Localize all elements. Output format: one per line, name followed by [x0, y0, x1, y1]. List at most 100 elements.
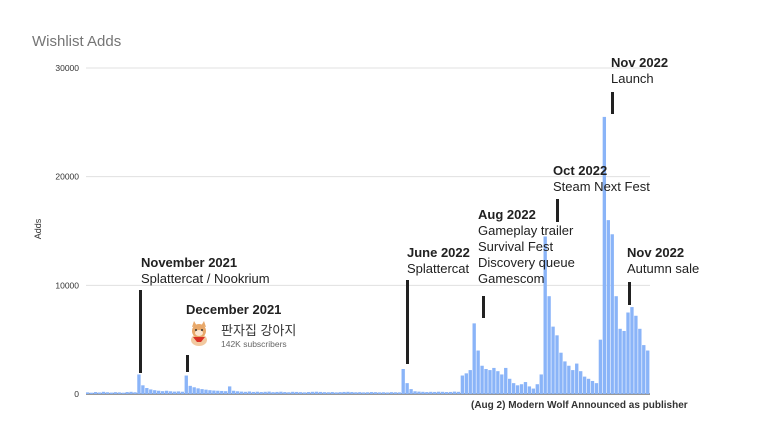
bar — [117, 392, 121, 394]
bar — [567, 365, 571, 394]
bar — [204, 389, 208, 394]
bar — [464, 373, 468, 394]
bar — [559, 352, 563, 394]
bar — [638, 328, 642, 394]
annotation-line: Gamescom — [478, 271, 545, 286]
bar — [180, 391, 185, 394]
bar — [563, 361, 567, 394]
bar — [480, 365, 484, 394]
bar — [224, 391, 228, 394]
annotation-title: June 2022 — [407, 245, 470, 260]
bar — [279, 391, 283, 394]
bar — [421, 391, 425, 394]
bar — [594, 383, 599, 394]
bar — [243, 391, 248, 394]
bar — [575, 363, 579, 394]
bar — [555, 335, 559, 394]
bar — [137, 374, 141, 394]
bar — [586, 378, 591, 394]
bar — [358, 392, 362, 394]
bar — [168, 391, 173, 394]
bar — [216, 390, 220, 394]
bar — [500, 374, 504, 394]
bar — [444, 392, 449, 394]
bar — [590, 380, 595, 394]
annotation-title: Nov 2022 — [627, 245, 685, 260]
bar — [346, 391, 350, 394]
bar — [527, 386, 532, 394]
annotation-jun-2022: June 2022 Splattercat — [407, 245, 470, 277]
annotation-title: Nov 2022 — [611, 55, 669, 70]
bar — [86, 392, 90, 394]
bar — [121, 392, 125, 394]
annotation-line: Gameplay trailer — [478, 223, 574, 238]
bar — [373, 392, 378, 394]
bar — [89, 392, 94, 394]
bar — [176, 391, 181, 394]
bar — [504, 367, 508, 394]
bar — [255, 391, 259, 394]
bar — [484, 369, 488, 394]
bar — [263, 391, 267, 394]
bar — [440, 391, 445, 394]
annotation-line: Discovery queue — [478, 255, 575, 270]
bar — [164, 390, 169, 394]
bar — [508, 378, 512, 394]
bar — [156, 390, 161, 394]
bar — [97, 392, 102, 394]
bar — [582, 376, 587, 394]
bar — [448, 391, 453, 394]
bar — [519, 384, 524, 394]
bar — [401, 369, 405, 394]
annotation-oct-2022: Oct 2022 Steam Next Fest — [553, 163, 650, 195]
bar — [492, 367, 496, 394]
bar — [113, 392, 117, 394]
bar — [149, 389, 153, 394]
dog-avatar-icon — [191, 321, 207, 346]
annotation-aug-2022: Aug 2022 Gameplay trailer Survival Fest … — [478, 207, 575, 287]
annotation-line: Autumn sale — [627, 261, 700, 276]
bar — [460, 375, 465, 394]
bar — [413, 391, 417, 394]
bar — [571, 370, 575, 394]
bar — [429, 391, 433, 394]
annotation-launch: Nov 2022 Launch — [611, 55, 668, 87]
bar — [275, 391, 279, 394]
bar — [551, 326, 555, 394]
bar — [93, 392, 98, 394]
bar — [342, 391, 346, 394]
bar — [350, 392, 354, 394]
annotation-line: Survival Fest — [478, 239, 554, 254]
annotation-title: Aug 2022 — [478, 207, 536, 222]
bar — [511, 383, 516, 394]
annotation-marker-nov-2021 — [139, 290, 142, 373]
bar — [200, 389, 204, 394]
subscriber-count: 142K subscribers — [221, 339, 287, 349]
bar — [425, 392, 429, 394]
annotation-marker-autumn-sale — [628, 282, 631, 305]
bar — [366, 392, 370, 394]
annotation-marker-launch — [611, 92, 614, 114]
bar — [251, 391, 255, 394]
bar — [377, 392, 382, 394]
bar — [196, 388, 200, 394]
bar — [109, 392, 114, 394]
bar — [283, 392, 287, 394]
annotation-nov-2021: November 2021 Splattercat / Nookrium — [141, 255, 270, 287]
bar — [101, 391, 106, 394]
bar — [188, 385, 192, 394]
y-tick-label: 20000 — [55, 172, 79, 182]
bar — [598, 339, 603, 394]
bar — [338, 392, 342, 394]
chart-title: Wishlist Adds — [32, 33, 122, 50]
bar — [523, 382, 528, 394]
annotation-marker-oct-2022 — [556, 199, 559, 222]
bar — [437, 391, 441, 394]
bar — [267, 391, 271, 394]
bar — [602, 116, 607, 395]
bar — [476, 350, 480, 394]
bar — [235, 391, 240, 394]
channel-name: 판자집 강아지 — [221, 323, 297, 338]
annotation-marker-jun-2022 — [406, 280, 409, 364]
